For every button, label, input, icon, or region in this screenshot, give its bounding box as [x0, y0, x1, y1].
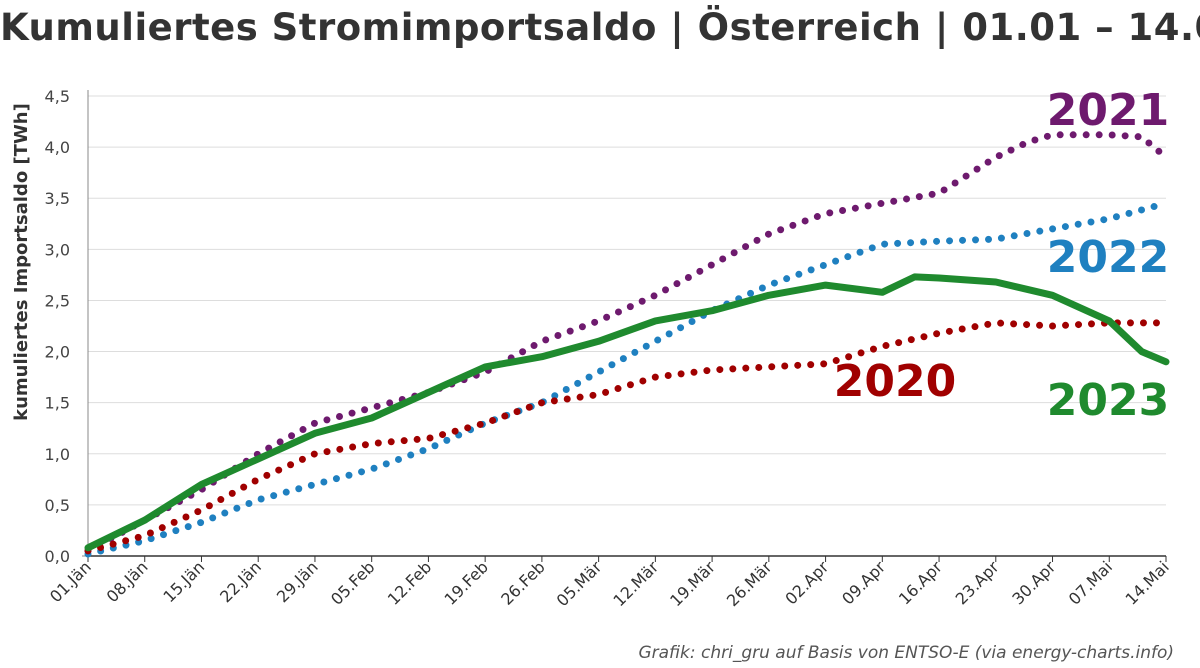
y-tick-label: 0,0 — [45, 547, 70, 566]
x-tick-label: 15.Jän — [159, 557, 208, 606]
series-2020 — [84, 319, 1170, 555]
series-labels: 2021 2022 2020 2023 — [834, 85, 1169, 426]
x-tick-label: 26.Feb — [497, 557, 548, 608]
x-tick-label: 29.Jän — [273, 557, 322, 606]
y-tick-label: 1,0 — [45, 445, 70, 464]
y-tick-label: 4,0 — [45, 138, 70, 157]
y-tick-label: 3,0 — [45, 240, 70, 259]
grid-lines — [88, 95, 1166, 506]
x-tick-label: 02.Apr — [781, 557, 832, 608]
y-tick-label: 4,5 — [45, 87, 70, 106]
y-tick-label: 0,5 — [45, 496, 70, 515]
axes — [82, 90, 1167, 562]
x-tick-label: 26.Mär — [723, 557, 776, 610]
series-label-2021: 2021 — [1047, 85, 1169, 136]
chart-title: Kumuliertes Stromimportsaldo | Österreic… — [0, 6, 1200, 49]
x-tick-label: 07.Mai — [1065, 557, 1116, 608]
source-credit: Grafik: chri_gru auf Basis von ENTSO-E (… — [638, 643, 1174, 663]
y-tick-labels: 0,0 0,5 1,0 1,5 2,0 2,5 3,0 3,5 4,0 4,5 — [45, 87, 70, 566]
series-2021 — [84, 131, 1170, 555]
series-2023 — [84, 273, 1170, 552]
y-tick-label: 1,5 — [45, 394, 70, 413]
x-tick-label: 12.Mär — [609, 557, 662, 610]
series-2022 — [84, 199, 1170, 558]
x-tick-label: 19.Feb — [441, 557, 492, 608]
series-label-2023: 2023 — [1047, 375, 1169, 426]
x-tick-label: 22.Jän — [216, 557, 265, 606]
y-axis-label: kumuliertes Importsaldo [TWh] — [11, 103, 32, 421]
y-tick-label: 2,5 — [45, 291, 70, 310]
x-tick-label: 30.Apr — [1008, 557, 1059, 608]
x-tick-label: 23.Apr — [952, 557, 1003, 608]
y-tick-label: 3,5 — [45, 189, 70, 208]
x-tick-label: 05.Mär — [553, 557, 606, 610]
x-tick-label: 08.Jän — [103, 557, 152, 606]
x-tick-label: 12.Feb — [384, 557, 435, 608]
y-tick-label: 2,0 — [45, 343, 70, 362]
series-label-2022: 2022 — [1047, 232, 1169, 283]
x-tick-label: 19.Mär — [666, 557, 719, 610]
x-tick-label: 05.Feb — [327, 557, 378, 608]
x-tick-labels: 01.Jän 08.Jän 15.Jän 22.Jän 29.Jän 05.Feb 12.F… — [46, 557, 1173, 610]
series-group — [84, 131, 1170, 558]
x-tick-label: 09.Apr — [838, 557, 889, 608]
x-tick-label: 14.Mai — [1122, 557, 1173, 608]
x-tick-label: 16.Apr — [895, 557, 946, 608]
series-label-2020: 2020 — [834, 356, 956, 407]
